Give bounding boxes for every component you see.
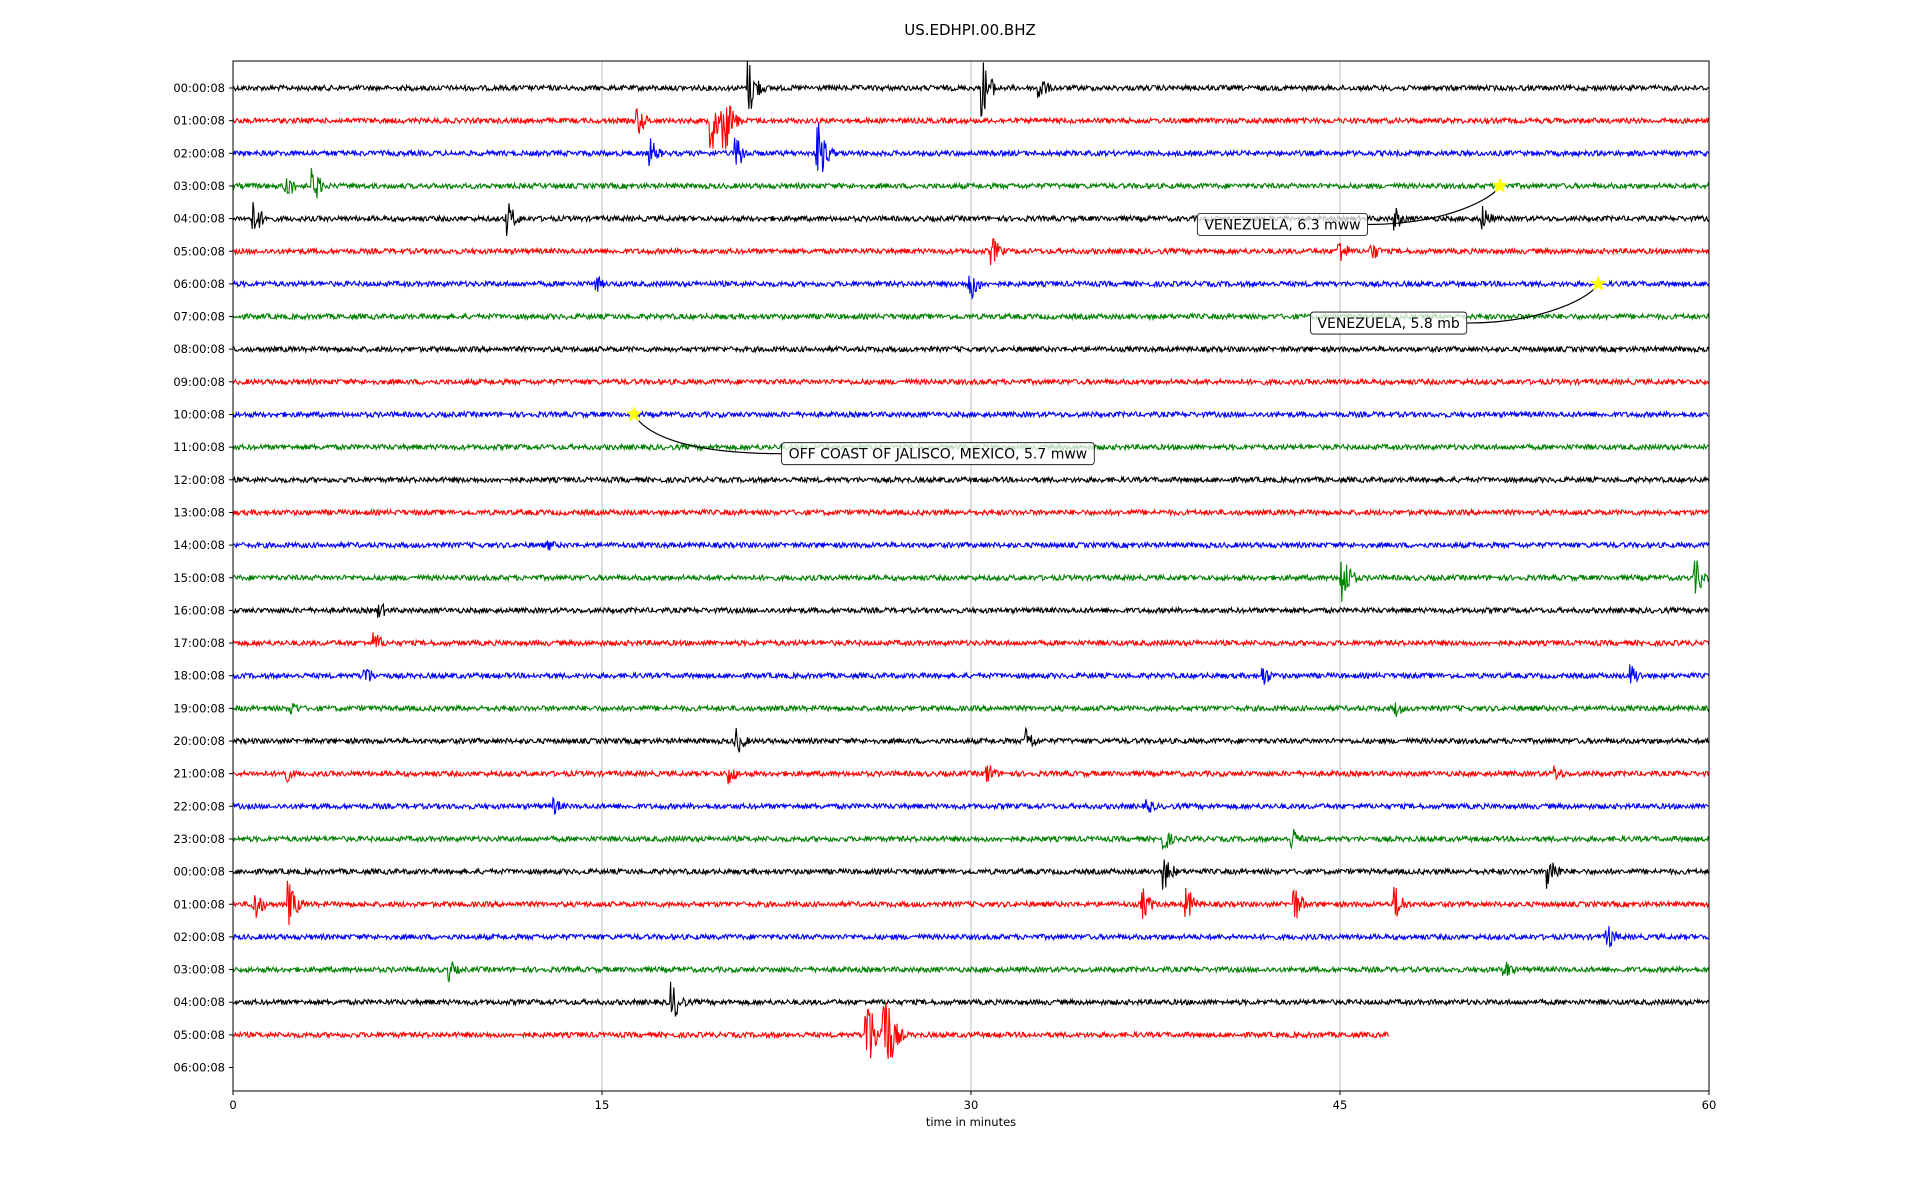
y-tick-label: 18:00:08	[173, 669, 225, 683]
chart-title: US.EDHPI.00.BHZ	[904, 21, 1036, 39]
y-tick-label: 02:00:08	[173, 930, 225, 944]
event-label: VENEZUELA, 6.3 mww	[1204, 217, 1360, 233]
trace-line	[232, 105, 1710, 149]
y-axis-ticks: 00:00:08 01:00:08 02:00:08 03:00:08 04:00:08…	[173, 81, 233, 1075]
trace-line	[232, 475, 1710, 485]
x-axis-label: time in minutes	[926, 1115, 1016, 1129]
event-star-marker	[625, 405, 643, 422]
y-tick-label: 07:00:08	[173, 310, 225, 324]
y-tick-label: 00:00:08	[173, 865, 225, 879]
trace-line	[232, 859, 1710, 890]
trace-line	[232, 238, 1710, 266]
trace-line	[232, 664, 1710, 685]
x-tick-label: 30	[964, 1098, 979, 1112]
y-tick-label: 17:00:08	[173, 636, 225, 650]
y-tick-label: 20:00:08	[173, 734, 225, 748]
y-tick-label: 00:00:08	[173, 81, 225, 95]
y-tick-label: 05:00:08	[173, 244, 225, 258]
y-tick-label: 06:00:08	[173, 277, 225, 291]
trace-group	[232, 61, 1710, 1059]
trace-line	[232, 632, 1710, 648]
event-annotation: VENEZUELA, 5.8 mb	[1310, 275, 1607, 335]
event-label: VENEZUELA, 5.8 mb	[1317, 316, 1459, 332]
trace-line	[232, 880, 1710, 926]
trace-line	[232, 602, 1710, 619]
trace-line	[232, 726, 1710, 753]
trace-line	[232, 507, 1710, 518]
trace-line	[232, 981, 1710, 1017]
trace-line	[232, 765, 1710, 785]
trace-line	[232, 61, 1710, 118]
y-tick-label: 02:00:08	[173, 146, 225, 160]
trace-line	[232, 540, 1710, 551]
y-tick-label: 12:00:08	[173, 473, 225, 487]
y-tick-label: 14:00:08	[173, 538, 225, 552]
trace-line	[232, 796, 1710, 815]
y-tick-label: 11:00:08	[173, 440, 225, 454]
event-annotation: OFF COAST OF JALISCO, MEXICO, 5.7 mww	[625, 405, 1095, 466]
y-tick-label: 21:00:08	[173, 767, 225, 781]
event-star-marker	[1590, 275, 1607, 291]
trace-line	[232, 275, 1710, 301]
y-tick-label: 22:00:08	[173, 799, 225, 813]
x-tick-label: 60	[1702, 1098, 1717, 1112]
trace-line	[232, 961, 1710, 984]
trace-line	[232, 1001, 1390, 1059]
trace-line	[233, 344, 1710, 354]
y-tick-label: 19:00:08	[173, 701, 225, 715]
y-tick-label: 05:00:08	[173, 1028, 225, 1042]
y-tick-label: 13:00:08	[173, 505, 225, 519]
trace-line	[232, 202, 1710, 237]
y-tick-label: 03:00:08	[173, 963, 225, 977]
y-tick-label: 23:00:08	[173, 832, 225, 846]
event-label-box	[1310, 311, 1468, 335]
trace-line	[232, 829, 1710, 850]
event-star-marker	[1491, 177, 1509, 193]
trace-line	[232, 702, 1710, 718]
trace-line	[232, 377, 1710, 387]
x-tick-label: 45	[1333, 1098, 1348, 1112]
event-annotations: VENEZUELA, 6.3 mww VENEZUELA, 5.8 mb OFF C…	[625, 177, 1607, 466]
y-tick-label: 08:00:08	[173, 342, 225, 356]
trace-line	[232, 926, 1710, 948]
y-tick-label: 16:00:08	[173, 603, 225, 617]
y-tick-label: 15:00:08	[173, 571, 225, 585]
trace-line	[232, 560, 1710, 602]
event-annotation: VENEZUELA, 6.3 mww	[1196, 177, 1509, 236]
event-label: OFF COAST OF JALISCO, MEXICO, 5.7 mww	[789, 447, 1088, 463]
y-tick-label: 04:00:08	[173, 995, 225, 1009]
y-tick-label: 10:00:08	[173, 408, 225, 422]
y-tick-label: 01:00:08	[173, 897, 225, 911]
event-label-box	[1196, 213, 1369, 236]
trace-line	[232, 409, 1710, 420]
y-tick-label: 09:00:08	[173, 375, 225, 389]
trace-line	[232, 168, 1710, 199]
trace-line	[232, 123, 1710, 173]
y-tick-label: 03:00:08	[173, 179, 225, 193]
y-tick-label: 06:00:08	[173, 1061, 225, 1075]
x-tick-label: 0	[229, 1098, 236, 1112]
x-axis-ticks: 0 15 30 45 60	[229, 1091, 1716, 1112]
x-tick-label: 15	[595, 1098, 610, 1112]
y-tick-label: 04:00:08	[173, 212, 225, 226]
event-label-box	[781, 442, 1095, 466]
y-tick-label: 01:00:08	[173, 114, 225, 128]
